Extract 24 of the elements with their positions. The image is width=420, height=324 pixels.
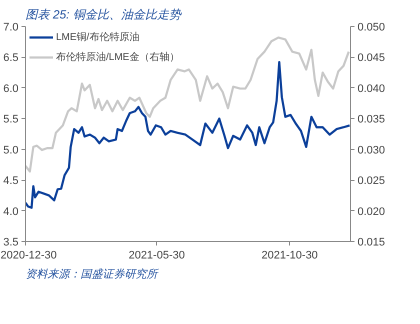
text: 资料来源：国盛证券研究所 (26, 268, 160, 280)
y-tick-label: 6.0 (3, 82, 19, 95)
y2-tick-label: 0.030 (358, 144, 386, 156)
y2-tick-label: 0.015 (358, 236, 386, 248)
chart-title: 图表 25: 铜金比、油金比走势 (26, 8, 182, 22)
y2-tick-label: 0.020 (358, 206, 386, 218)
y2-tick-label: 0.040 (358, 82, 386, 95)
y2-tick-label: 0.035 (358, 114, 386, 126)
line-series (26, 61, 350, 209)
y-tick-label: 3.5 (3, 236, 19, 248)
y-tick-label: 6.5 (3, 52, 19, 64)
y2-tick-label: 0.045 (358, 52, 386, 64)
y-tick-label: 5.0 (3, 144, 19, 156)
y-tick-label: 5.5 (3, 114, 19, 126)
y-tick-label: 7.0 (3, 22, 19, 34)
x-tick-label: 2021-05-30 (128, 250, 185, 262)
x-tick-label: 2020-12-30 (0, 250, 57, 262)
legend-label: LME铜/布伦特原油 (56, 30, 140, 44)
y-tick-label: 4.0 (3, 206, 19, 218)
legend-label: 布伦特原油/LME金（右轴） (56, 50, 180, 64)
y2-tick-label: 0.025 (358, 175, 386, 188)
y2-tick-label: 0.050 (358, 22, 386, 34)
y-tick-label: 4.5 (3, 175, 19, 188)
x-tick-label: 2021-10-30 (262, 250, 318, 262)
